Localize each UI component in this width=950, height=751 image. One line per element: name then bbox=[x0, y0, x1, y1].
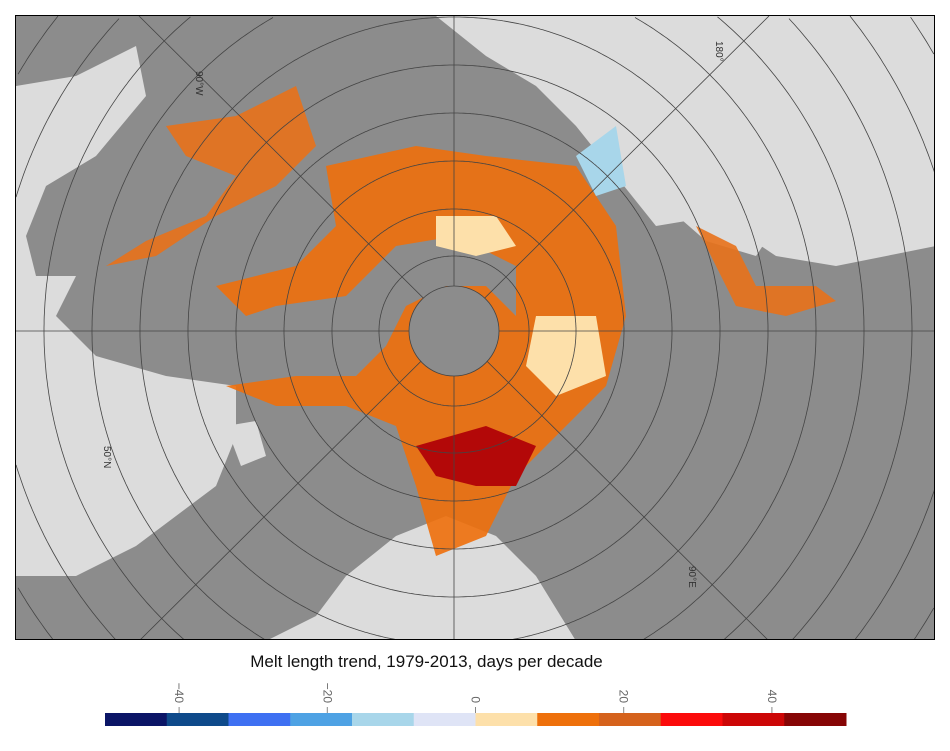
colorbar-segment bbox=[537, 713, 600, 726]
colorbar-segment bbox=[352, 713, 415, 726]
colorbar-tick-label: −20 bbox=[320, 683, 334, 704]
colorbar-segment bbox=[228, 713, 291, 726]
graticule-parallel bbox=[792, 331, 913, 639]
graticule-parallel bbox=[914, 607, 934, 639]
colorbar-segment bbox=[413, 713, 476, 726]
graticule-parallel bbox=[724, 331, 865, 639]
graticule-parallel bbox=[16, 18, 120, 198]
graticule-parallel bbox=[512, 331, 769, 639]
graticule-parallel bbox=[17, 587, 53, 639]
arctic-map: 90°W 180° 50°N 90°E bbox=[15, 15, 935, 640]
graticule-parallel bbox=[788, 18, 913, 331]
colorbar-title: Melt length trend, 1979-2013, days per d… bbox=[250, 652, 603, 671]
colorbar-segment bbox=[599, 713, 662, 726]
graticule-parallel bbox=[187, 64, 721, 598]
colorbar-tick-label: 40 bbox=[765, 690, 779, 704]
colorbar-segment bbox=[166, 713, 229, 726]
label-90w: 90°W bbox=[193, 71, 204, 96]
graticule-parallel bbox=[643, 331, 817, 639]
colorbar-segment bbox=[290, 713, 353, 726]
colorbar-segment bbox=[660, 713, 723, 726]
colorbar-segment bbox=[784, 713, 847, 726]
colorbar-segment bbox=[105, 713, 168, 726]
graticule-parallel bbox=[91, 17, 274, 639]
graticule-parallel bbox=[43, 16, 191, 639]
graticule-parallel bbox=[283, 160, 625, 502]
graticule-parallel bbox=[235, 112, 673, 550]
colorbar-tick-label: 20 bbox=[617, 690, 631, 704]
pole-hole bbox=[408, 285, 500, 377]
graticule-parallel bbox=[378, 255, 530, 407]
graticule-parallel bbox=[717, 16, 865, 331]
colorbar-segment bbox=[475, 713, 538, 726]
graticule bbox=[16, 16, 934, 639]
colorbar-tick-label: −40 bbox=[172, 683, 186, 704]
graticule-parallel bbox=[17, 16, 59, 75]
graticule-parallel bbox=[855, 489, 934, 639]
graticule-parallel bbox=[634, 17, 817, 331]
graticule-parallel bbox=[331, 208, 577, 454]
label-50n: 50°N bbox=[101, 446, 112, 468]
graticule-parallel bbox=[139, 16, 769, 639]
graticule-parallel bbox=[16, 464, 116, 639]
colorbar-segment bbox=[722, 713, 785, 726]
graticule-parallel bbox=[849, 16, 934, 173]
label-90e: 90°E bbox=[686, 566, 697, 588]
colorbar-tick-label: 0 bbox=[469, 696, 483, 703]
graticule-parallel bbox=[910, 16, 934, 55]
label-180: 180° bbox=[713, 41, 724, 62]
